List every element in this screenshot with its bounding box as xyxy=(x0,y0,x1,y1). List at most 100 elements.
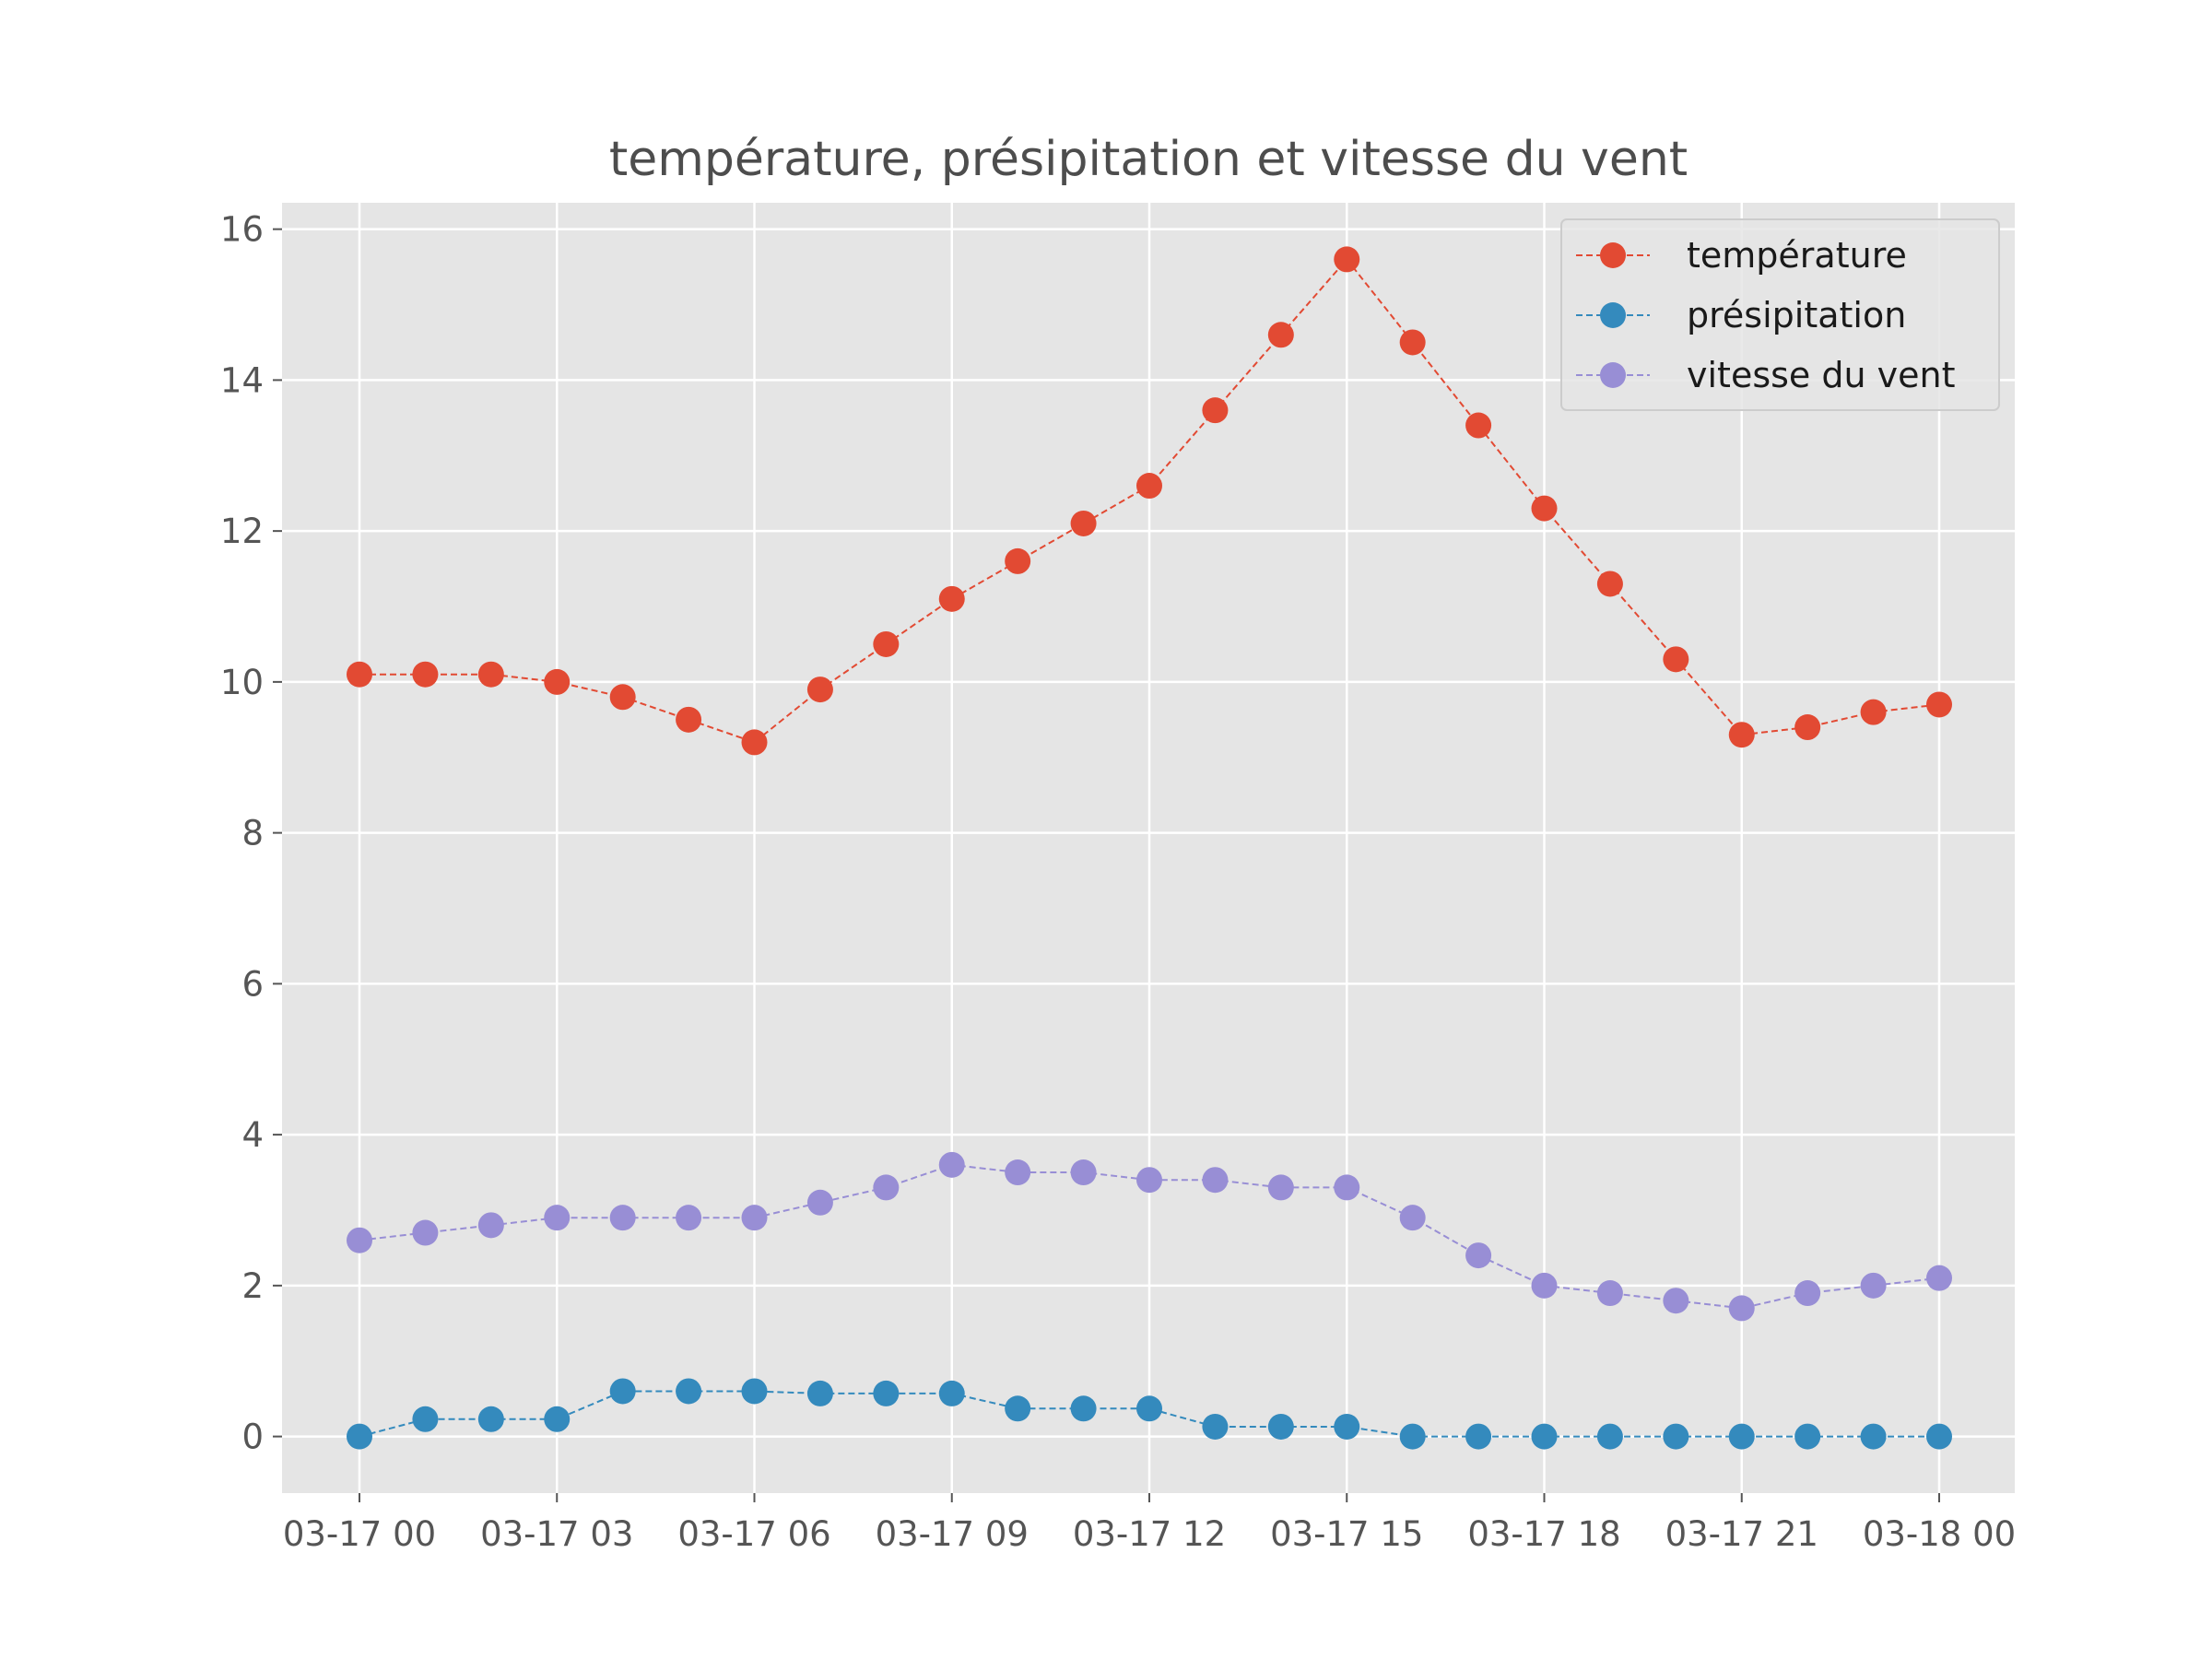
y-tick-label: 4 xyxy=(241,1115,264,1155)
series-1-point xyxy=(741,729,768,756)
series-3-point xyxy=(1399,1205,1426,1231)
series-3-point xyxy=(609,1205,636,1231)
legend-label-2: présipitation xyxy=(1687,295,1906,335)
legend-box xyxy=(1560,218,2000,411)
x-tick-label: 03-17 15 xyxy=(1270,1514,1423,1554)
series-2-point xyxy=(1860,1423,1887,1450)
axis-layer: 0 2 4 6 8 10 12 14 16 03-17 00 03-17 03 03-17 06 03-… xyxy=(220,210,2016,1554)
series-3-point xyxy=(741,1205,768,1231)
series-3-point xyxy=(1794,1280,1821,1307)
series-2-point xyxy=(1334,1413,1360,1440)
series-3-point xyxy=(1005,1159,1031,1186)
series-1-point xyxy=(477,661,504,688)
series-1-point xyxy=(806,677,833,703)
series-1-point xyxy=(1860,699,1887,725)
series-1-point xyxy=(938,585,965,612)
series-2-point xyxy=(1005,1395,1031,1422)
series-2-point xyxy=(1794,1423,1821,1450)
series-3-point xyxy=(1728,1295,1755,1322)
series-3-point xyxy=(412,1219,439,1246)
series-2-point xyxy=(676,1378,702,1405)
series-3-point xyxy=(1267,1174,1294,1201)
series-3-point xyxy=(1070,1159,1097,1186)
series-1-point xyxy=(544,668,571,695)
series-1-point xyxy=(1663,646,1689,673)
series-3-point xyxy=(1531,1272,1558,1299)
series-1-point xyxy=(609,684,636,711)
series-1-point xyxy=(1728,722,1755,748)
series-1-point xyxy=(1267,322,1294,348)
series-2-point xyxy=(741,1378,768,1405)
series-1-point xyxy=(347,661,372,688)
x-tick-label: 03-17 09 xyxy=(876,1514,1029,1554)
series-2-point xyxy=(609,1378,636,1405)
series-3-point xyxy=(1465,1242,1492,1269)
y-tick-label: 2 xyxy=(241,1266,264,1306)
series-1-point xyxy=(1070,510,1097,536)
series-3-point xyxy=(1202,1167,1229,1194)
y-tick-label: 6 xyxy=(241,964,264,1004)
series-2-point xyxy=(1596,1423,1623,1450)
series-2-point xyxy=(1399,1423,1426,1450)
series-2-point xyxy=(1663,1423,1689,1450)
series-3-point xyxy=(477,1212,504,1239)
series-layer xyxy=(347,246,1952,1450)
x-tick-label: 03-18 00 xyxy=(1863,1514,2016,1554)
series-3-point xyxy=(1663,1288,1689,1314)
series-1-point xyxy=(1794,714,1821,741)
series-1-point xyxy=(412,661,439,688)
x-tick-label: 03-17 00 xyxy=(283,1514,436,1554)
series-2-point xyxy=(1267,1413,1294,1440)
y-tick-label: 10 xyxy=(220,663,264,702)
series-3-point xyxy=(544,1205,571,1231)
series-3-point xyxy=(806,1189,833,1216)
series-2-point xyxy=(1531,1423,1558,1450)
x-tick-label: 03-17 18 xyxy=(1467,1514,1620,1554)
y-tick-label: 16 xyxy=(220,210,264,250)
series-3-point xyxy=(1860,1272,1887,1299)
series-1-point xyxy=(1399,329,1426,356)
series-1-point xyxy=(676,706,702,733)
series-1-point xyxy=(1136,473,1162,500)
series-2-point xyxy=(1465,1423,1492,1450)
series-3-point xyxy=(938,1151,965,1178)
series-2-point xyxy=(938,1380,965,1406)
series-1-point xyxy=(1465,412,1492,439)
x-tick-label: 03-17 12 xyxy=(1073,1514,1226,1554)
y-tick-label: 14 xyxy=(220,360,264,400)
series-1-point xyxy=(1926,691,1952,718)
series-1-point xyxy=(1005,547,1031,574)
legend: température présipitation vitesse du vent xyxy=(1560,218,2000,411)
x-tick-label: 03-17 06 xyxy=(677,1514,830,1554)
series-2-point xyxy=(412,1406,439,1432)
series-2-point xyxy=(1926,1423,1952,1450)
y-tick-label: 0 xyxy=(241,1418,264,1457)
series-1-point xyxy=(1531,495,1558,522)
series-2-point xyxy=(544,1406,571,1432)
x-tick-label: 03-17 03 xyxy=(480,1514,633,1554)
series-1-point xyxy=(1596,571,1623,597)
series-2-point xyxy=(1728,1423,1755,1450)
series-3-point xyxy=(1596,1280,1623,1307)
y-tick-label: 12 xyxy=(220,512,264,551)
series-3-point xyxy=(347,1227,372,1253)
legend-label-3: vitesse du vent xyxy=(1687,355,1956,395)
legend-marker-1 xyxy=(1600,242,1626,268)
legend-marker-2 xyxy=(1600,302,1626,328)
legend-label-1: température xyxy=(1687,235,1907,276)
series-2-point xyxy=(1070,1395,1097,1422)
series-2-point xyxy=(347,1423,372,1450)
series-1-point xyxy=(1334,246,1360,273)
series-1-point xyxy=(873,630,900,657)
series-2-point xyxy=(477,1406,504,1432)
legend-marker-3 xyxy=(1600,362,1626,388)
series-1-point xyxy=(1202,397,1229,424)
series-3-point xyxy=(676,1205,702,1231)
series-3-point xyxy=(1334,1174,1360,1201)
x-tick-label: 03-17 21 xyxy=(1665,1514,1818,1554)
series-2-point xyxy=(1136,1395,1162,1422)
series-2-point xyxy=(873,1380,900,1406)
series-3-point xyxy=(1136,1167,1162,1194)
series-2-point xyxy=(806,1380,833,1406)
